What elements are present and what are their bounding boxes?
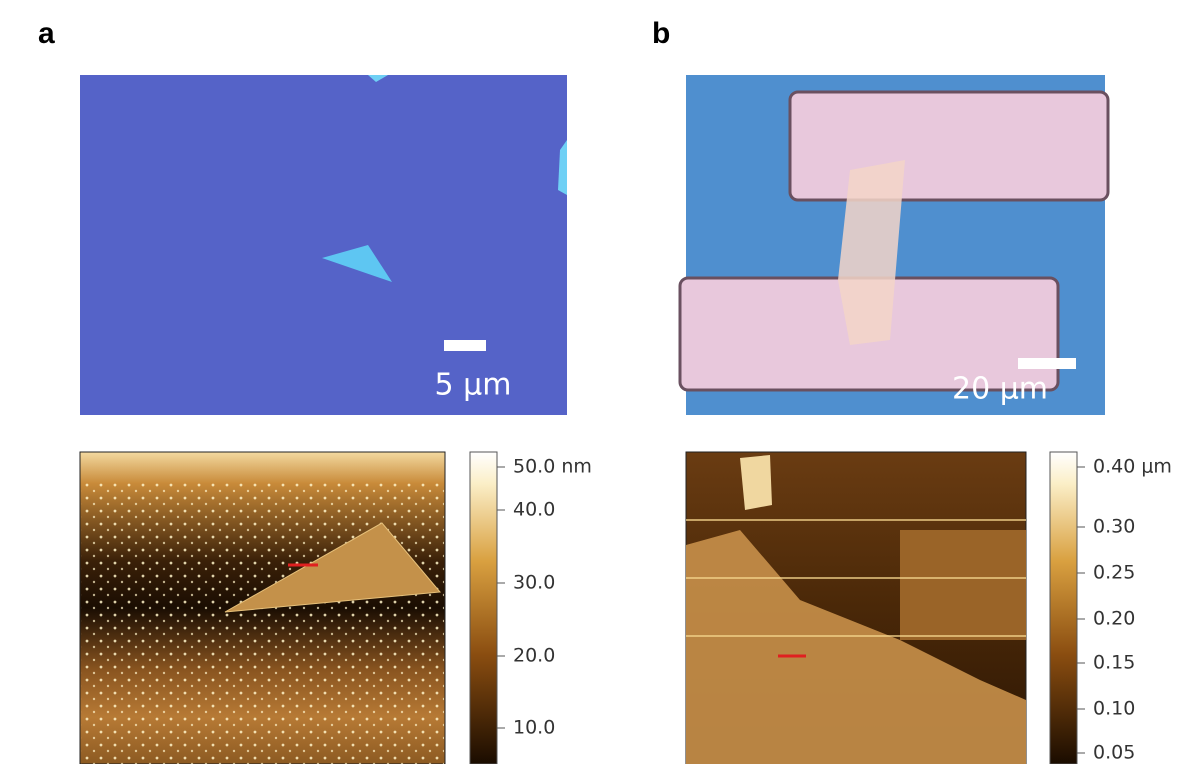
colorbar-tick-label: 10.0 [513, 717, 555, 739]
colorbar-tick-label: 0.15 [1093, 652, 1135, 674]
colorbar-ticks: 50.0 nm 40.0 30.0 20.0 10.0 [497, 456, 592, 739]
afm-flake [740, 455, 772, 510]
scale-label: 20 μm [952, 372, 1048, 407]
colorbar-tick-label: 0.20 [1093, 608, 1135, 630]
afm-flake [686, 530, 1026, 764]
colorbar-tick-label: 0.30 [1093, 516, 1135, 538]
colorbar-tick-label: 0.10 [1093, 698, 1135, 720]
flake [558, 140, 567, 195]
optical-image [80, 75, 567, 415]
flake [322, 245, 392, 282]
colorbar [469, 451, 498, 764]
colorbar-tick-label: 30.0 [513, 572, 555, 594]
flake [838, 160, 905, 345]
scale-bar [1018, 358, 1076, 369]
colorbar-tick-label: 0.40 μm [1093, 456, 1172, 478]
colorbar-tick-label: 0.25 [1093, 562, 1135, 584]
afm-flake [900, 530, 1026, 640]
scale-label: 5 μm [435, 368, 512, 403]
scale-bar [444, 340, 486, 351]
colorbar-tick-label: 40.0 [513, 499, 555, 521]
panel-label: b [652, 17, 670, 50]
colorbar-tick-label: 20.0 [513, 645, 555, 667]
afm-flake [224, 522, 441, 613]
colorbar-tick-label: 0.05 [1093, 742, 1135, 764]
electrode [788, 90, 1110, 202]
afm-particles [81, 480, 444, 764]
flake [368, 75, 388, 82]
colorbar-tick-label: 50.0 nm [513, 456, 592, 478]
colorbar-ticks: 0.40 μm 0.30 0.25 0.20 0.15 0.10 0.05 [1077, 456, 1172, 764]
scan-lines [686, 519, 1026, 637]
colorbar [1049, 451, 1078, 764]
panel-label: a [38, 17, 55, 50]
